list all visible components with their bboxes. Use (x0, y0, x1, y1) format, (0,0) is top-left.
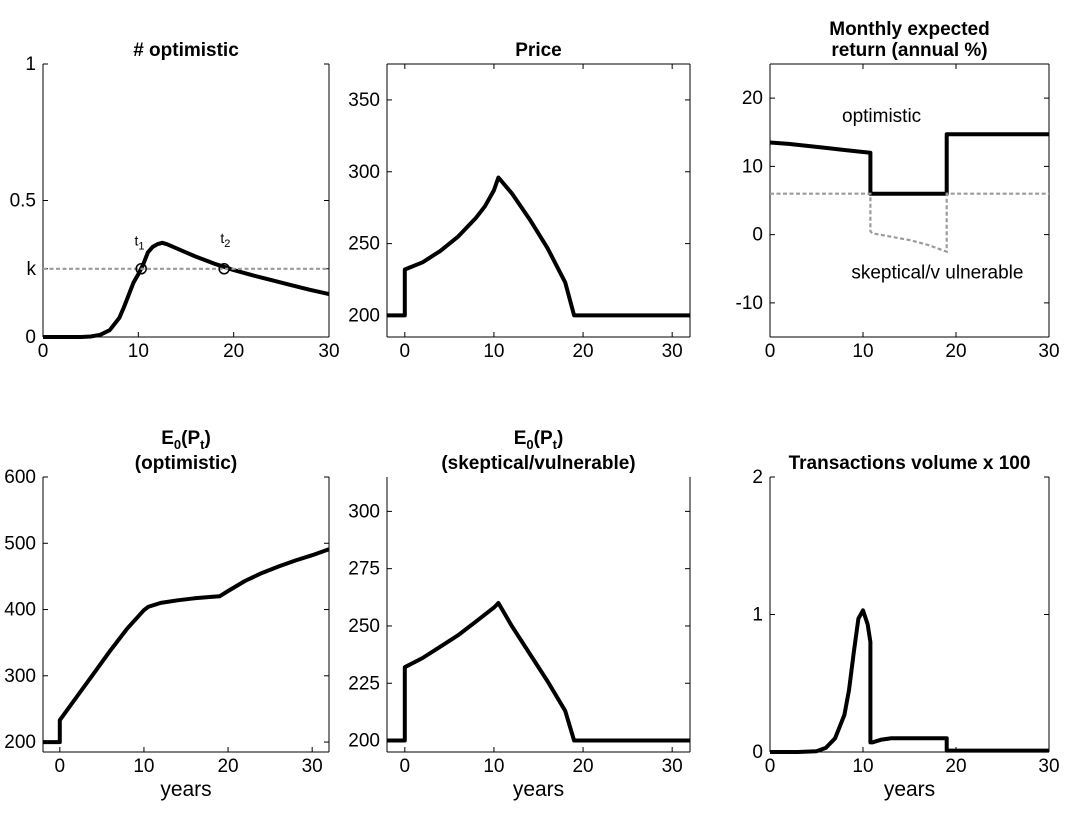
x-axis-label: years (884, 778, 935, 801)
y-tick-label: 500 (4, 533, 36, 554)
series-line (769, 132, 1049, 196)
y-tick-label: 0.5 (10, 191, 36, 212)
x-tick-label: 10 (852, 341, 873, 362)
series-line (387, 601, 690, 743)
chart-title: Monthly expected (829, 19, 989, 40)
chart-title: return (annual %) (831, 40, 987, 61)
y-tick-label: 0 (25, 327, 36, 348)
x-tick-label: 0 (400, 341, 411, 362)
y-tick-label: 400 (4, 600, 36, 621)
y-tick-label: 300 (348, 162, 380, 183)
chart-title: Price (515, 40, 561, 61)
x-tick-label: 30 (302, 756, 323, 777)
chart-title: (skeptical/vulnerable) (441, 453, 635, 474)
x-tick-label: 30 (318, 341, 339, 362)
chart-title: E0(Pt) (161, 428, 211, 452)
y-tick-label: 2 (752, 467, 763, 488)
y-tick-label: 600 (4, 467, 36, 488)
x-tick-label: 10 (133, 756, 154, 777)
y-tick-label: 0 (752, 742, 763, 763)
y-tick-label: 10 (742, 156, 763, 177)
x-axis-label: years (160, 778, 211, 801)
crossing-marker (218, 263, 230, 275)
x-axis-label: years (513, 778, 564, 801)
y-tick-label: 1 (752, 605, 763, 626)
x-tick-label: 30 (1038, 756, 1059, 777)
x-tick-label: 20 (223, 341, 244, 362)
reference-line (770, 192, 1049, 254)
series-line (43, 547, 330, 745)
x-tick-label: 10 (483, 756, 504, 777)
crossing-marker (135, 263, 147, 275)
chart-title: # optimistic (133, 40, 239, 61)
y-tick-label: k (27, 259, 37, 280)
chart-title: (optimistic) (135, 453, 237, 474)
x-tick-label: 0 (765, 341, 776, 362)
y-tick-label: 225 (348, 673, 380, 694)
x-tick-label: 20 (945, 756, 966, 777)
x-tick-label: 10 (483, 341, 504, 362)
y-tick-label: 1 (25, 54, 36, 75)
y-tick-label: 250 (348, 234, 380, 255)
y-tick-label: 0 (752, 225, 763, 246)
x-tick-label: 20 (217, 756, 238, 777)
annotation-label: skeptical/v ulnerable (851, 262, 1023, 283)
series-line (770, 608, 1049, 754)
annotation-label: t2 (220, 230, 230, 250)
x-tick-label: 20 (945, 341, 966, 362)
x-tick-label: 30 (1038, 341, 1059, 362)
y-tick-label: -10 (736, 293, 763, 314)
annotation-label: optimistic (842, 106, 921, 127)
chart-title: E0(Pt) (514, 428, 564, 452)
x-tick-label: 0 (765, 756, 776, 777)
x-tick-label: 30 (662, 756, 683, 777)
series-line (43, 240, 330, 339)
y-tick-label: 300 (348, 501, 380, 522)
y-tick-label: 300 (4, 666, 36, 687)
x-tick-label: 10 (852, 756, 873, 777)
x-tick-label: 20 (572, 756, 593, 777)
y-tick-label: 350 (348, 90, 380, 111)
x-tick-label: 20 (572, 341, 593, 362)
y-tick-label: 200 (348, 305, 380, 326)
y-tick-label: 20 (742, 88, 763, 109)
annotation-label: t1 (135, 233, 145, 253)
y-tick-label: 275 (348, 559, 380, 580)
x-tick-label: 0 (55, 756, 66, 777)
x-tick-label: 30 (662, 341, 683, 362)
y-tick-label: 200 (4, 732, 36, 753)
series-line (387, 175, 690, 318)
chart-title: Transactions volume x 100 (789, 453, 1031, 474)
x-tick-label: 0 (38, 341, 49, 362)
y-tick-label: 200 (348, 731, 380, 752)
x-tick-label: 0 (400, 756, 411, 777)
x-tick-label: 10 (128, 341, 149, 362)
y-tick-label: 250 (348, 616, 380, 637)
